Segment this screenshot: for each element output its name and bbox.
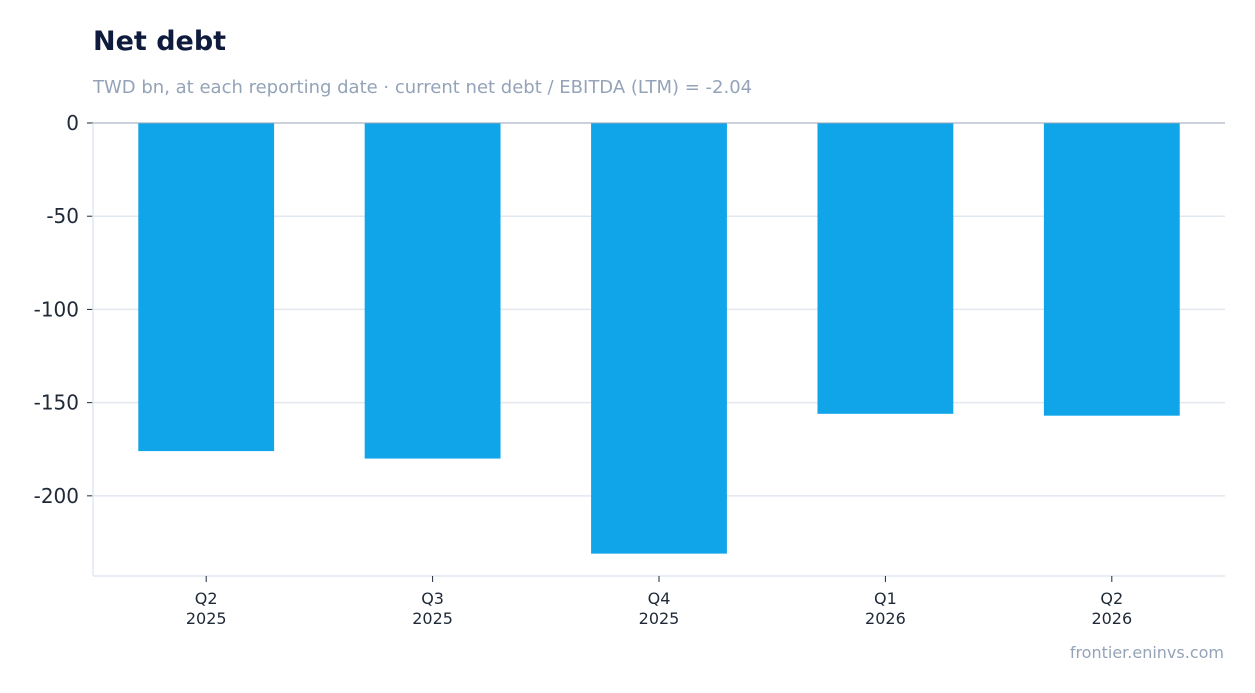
x-tick-label: Q1 2026 bbox=[865, 589, 906, 628]
x-tick-label: Q2 2026 bbox=[1091, 589, 1132, 628]
y-tick-label: 0 bbox=[66, 111, 79, 135]
bar bbox=[364, 123, 501, 459]
x-tick-label: Q4 2025 bbox=[639, 589, 680, 628]
chart-subtitle: TWD bn, at each reporting date · current… bbox=[93, 77, 753, 98]
bar bbox=[817, 123, 954, 414]
axes bbox=[87, 122, 1225, 582]
y-tick-label: -100 bbox=[34, 297, 79, 321]
bar bbox=[591, 123, 727, 554]
chart-title: Net debt bbox=[93, 26, 227, 57]
bars bbox=[138, 123, 1180, 554]
x-tick-labels: Q2 2025 Q3 2025 Q4 2025 Q1 2026 Q2 2026 bbox=[186, 589, 1132, 628]
y-tick-label: -50 bbox=[46, 204, 79, 228]
bar bbox=[1043, 123, 1180, 416]
x-tick-label: Q2 2025 bbox=[186, 589, 227, 628]
x-tick-label: Q3 2025 bbox=[412, 589, 453, 628]
bar bbox=[138, 123, 275, 452]
source-credit: frontier.eninvs.com bbox=[1069, 643, 1224, 662]
y-tick-labels: 0 -50 -100 -150 -200 bbox=[34, 111, 79, 508]
y-tick-label: -200 bbox=[34, 484, 79, 508]
y-tick-label: -150 bbox=[34, 391, 79, 415]
